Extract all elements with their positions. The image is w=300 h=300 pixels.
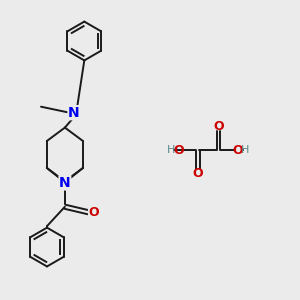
Text: H: H — [242, 145, 250, 155]
Text: O: O — [88, 206, 99, 219]
Text: N: N — [68, 106, 80, 120]
Text: H: H — [167, 145, 175, 155]
Text: O: O — [213, 120, 224, 133]
Text: O: O — [193, 167, 203, 180]
Text: O: O — [173, 143, 184, 157]
Text: O: O — [233, 143, 243, 157]
Text: N: N — [59, 176, 71, 190]
